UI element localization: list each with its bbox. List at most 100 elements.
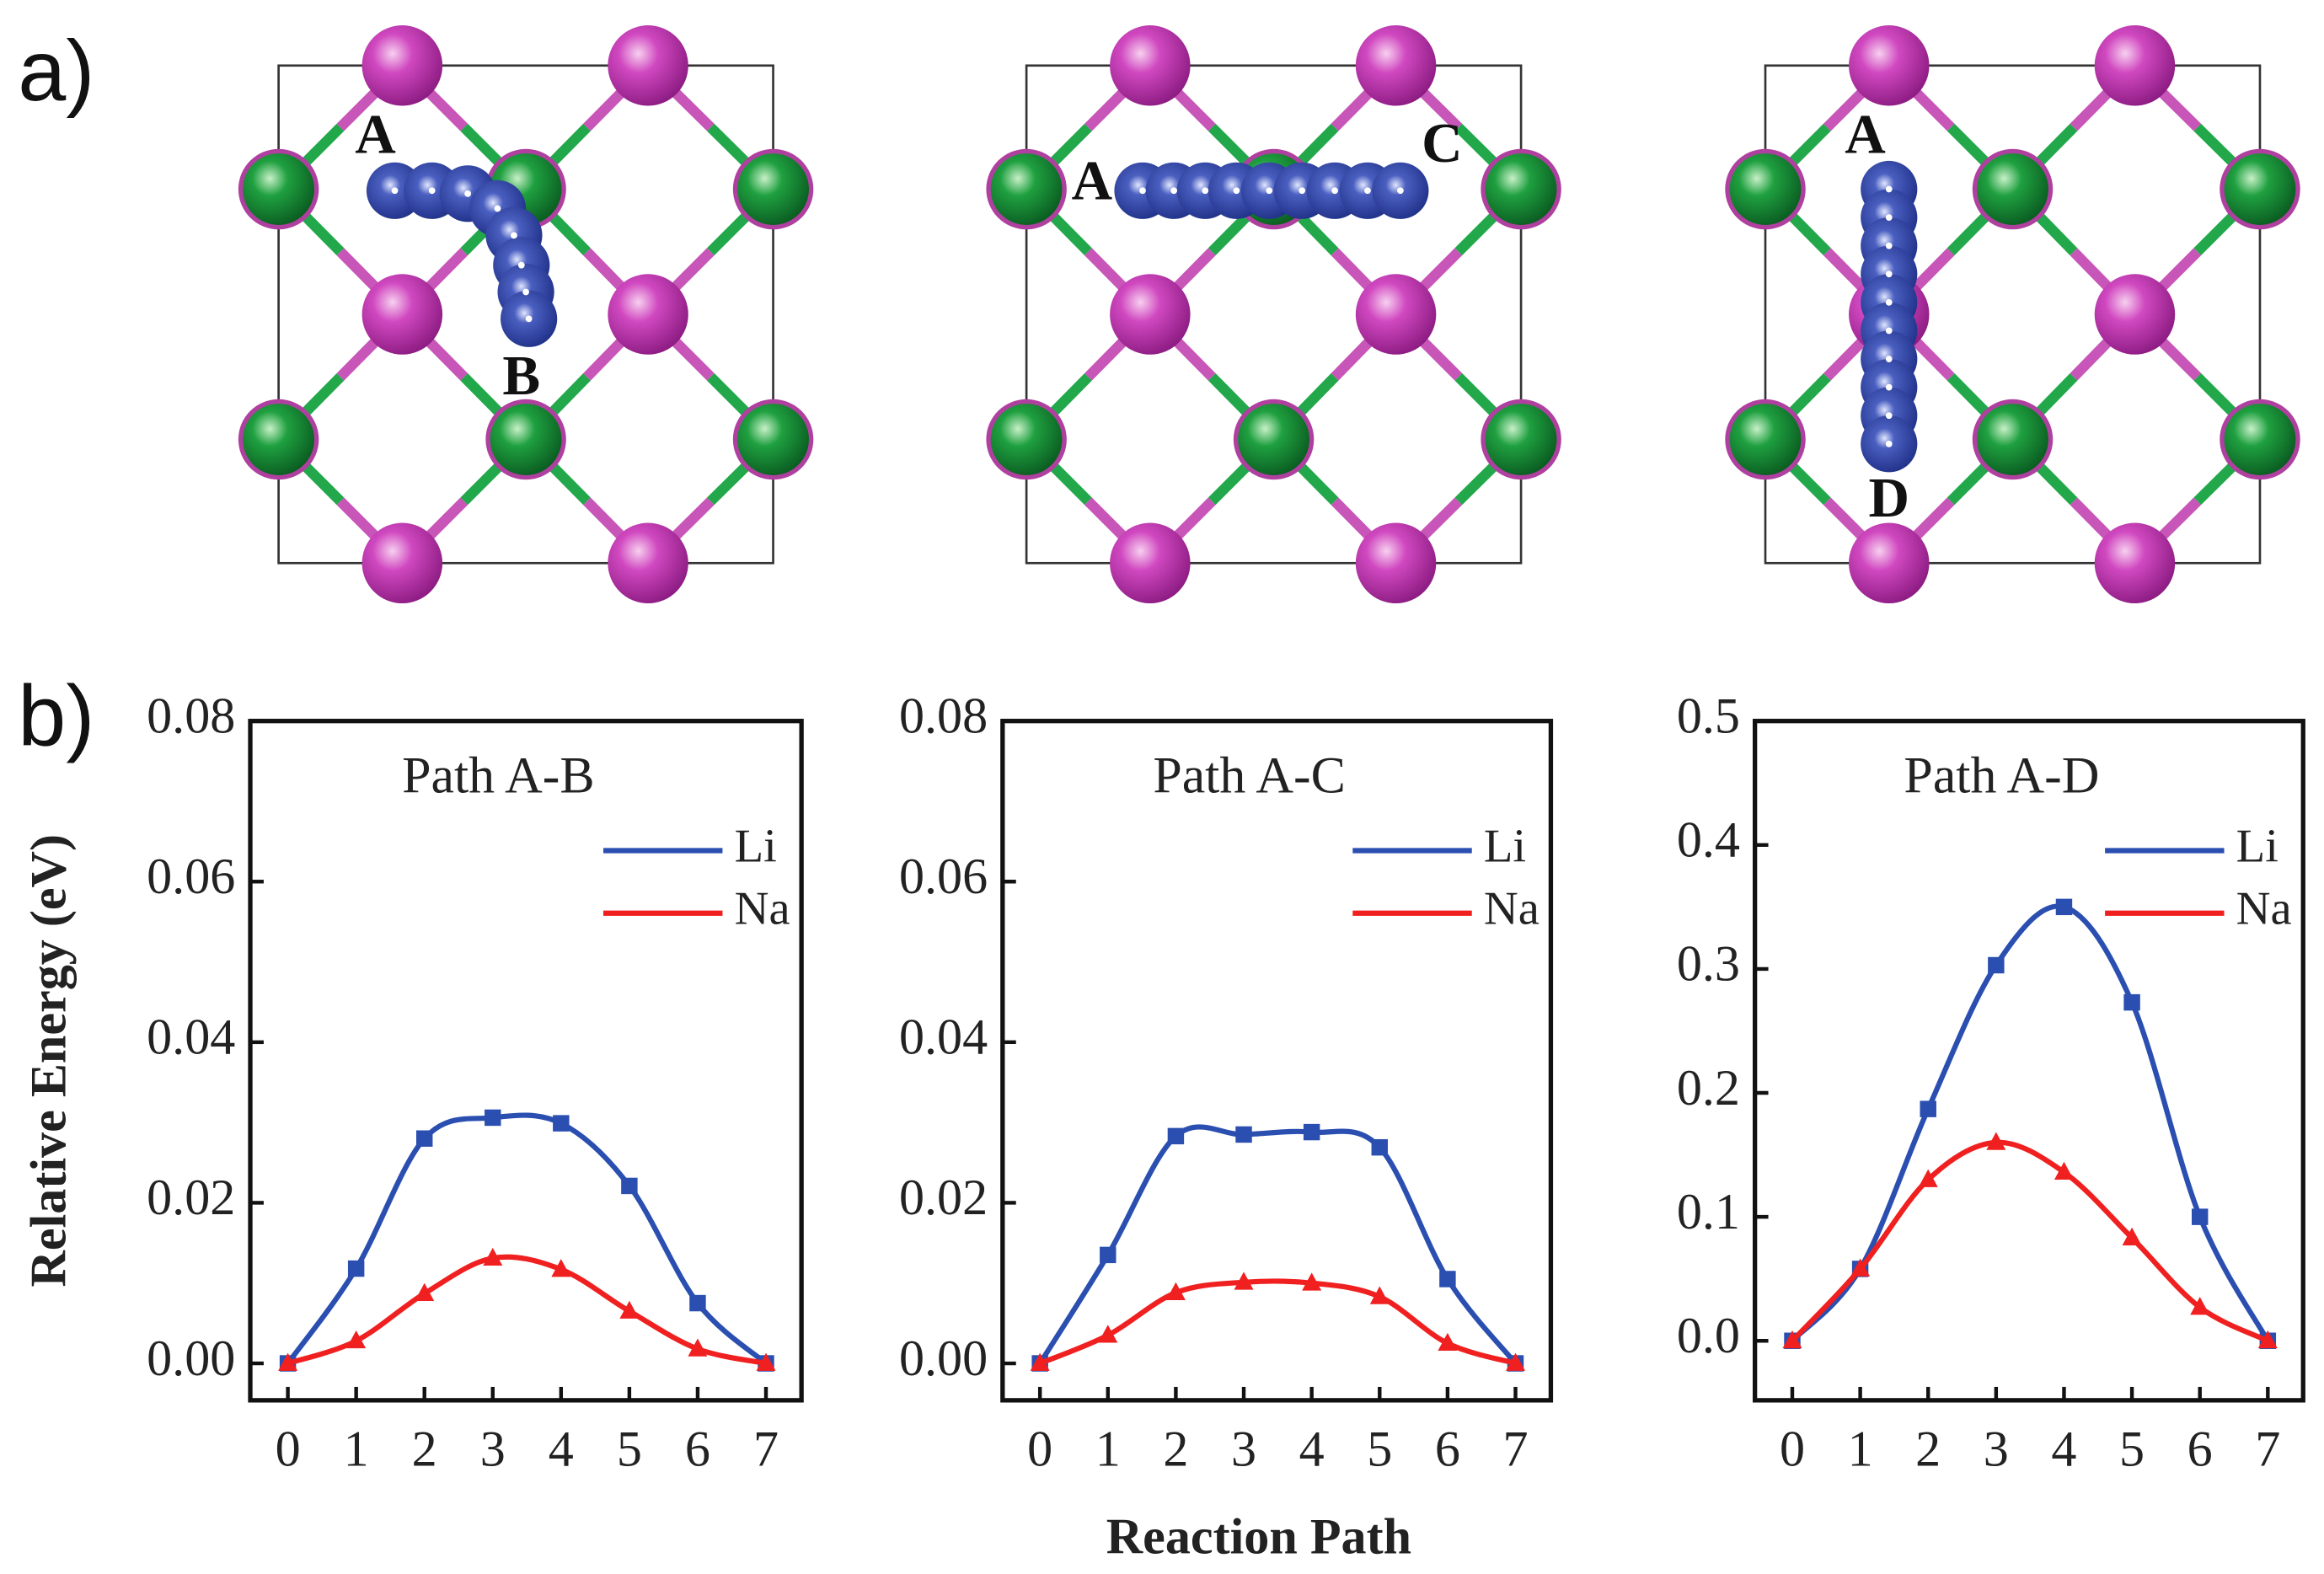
x-tick-label: 2	[1163, 1421, 1188, 1477]
marker	[689, 1294, 706, 1312]
marker	[621, 1177, 638, 1195]
atom	[1355, 274, 1437, 355]
ion-highlight	[522, 288, 529, 296]
plot-frame	[248, 719, 804, 1403]
x-tick-label: 3	[480, 1421, 506, 1477]
structure: AC	[986, 25, 1561, 604]
plot-frame	[1000, 719, 1554, 1403]
y-tick-label: 0.06	[899, 849, 988, 905]
ion-highlight	[494, 205, 501, 212]
y-tick-label: 0.00	[147, 1330, 235, 1387]
atom	[737, 404, 809, 475]
series-line	[1038, 1278, 1517, 1367]
y-tick-label: 0.00	[899, 1330, 988, 1387]
x-tick-label: 7	[1502, 1421, 1528, 1477]
atom	[1355, 522, 1437, 604]
y-tick-label: 0.04	[147, 1009, 235, 1066]
marker	[278, 1352, 298, 1371]
atom	[243, 153, 315, 225]
x-tick-label: 6	[2187, 1421, 2213, 1477]
cell-box	[1764, 64, 2262, 565]
chart-title: Path A-B	[402, 747, 595, 805]
y-tick-label: 0.0	[1677, 1308, 1740, 1364]
x-tick-label: 1	[344, 1421, 369, 1477]
chart-title: Path A-C	[1153, 747, 1346, 805]
x-tick-label: 5	[1367, 1421, 1392, 1477]
ion-highlight	[1885, 299, 1893, 306]
marker	[347, 1260, 365, 1277]
atom	[1485, 153, 1557, 225]
y-tick-label: 0.1	[1677, 1184, 1740, 1240]
marker	[688, 1338, 708, 1357]
atom	[1238, 404, 1310, 475]
ion-highlight	[1885, 185, 1893, 193]
x-tick-label: 0	[276, 1421, 301, 1477]
ion-highlight	[1885, 440, 1893, 447]
marker	[1920, 1100, 1936, 1117]
y-tick-label: 0.04	[899, 1009, 988, 1066]
marker	[1165, 1282, 1186, 1301]
y-tick-label: 0.2	[1677, 1060, 1740, 1116]
marker	[1438, 1332, 1458, 1352]
structure: AD	[1725, 25, 2300, 604]
chart-title: Path A-D	[1904, 747, 2099, 805]
marker	[1234, 1272, 1254, 1290]
chart: 0.00 0.02 0.04 0.06 0.08 0 1 2 3 4 5 6 7 Path A-B Li Na	[147, 688, 804, 1477]
x-tick-label: 7	[753, 1421, 779, 1477]
marker	[1167, 1127, 1185, 1145]
atom	[243, 404, 315, 475]
y-tick-label: 0.3	[1677, 936, 1740, 993]
marker	[2055, 898, 2073, 916]
atom	[737, 153, 809, 225]
ion-highlight	[1364, 187, 1371, 195]
ion-highlight	[1233, 187, 1240, 195]
y-axis-label: Relative Energy (eV)	[20, 834, 77, 1287]
atom	[1849, 25, 1930, 106]
site-label: D	[1869, 466, 1910, 529]
ion-highlight	[1885, 356, 1893, 362]
ion-highlight	[1885, 412, 1893, 420]
site-label: B	[502, 344, 540, 407]
ion-highlight	[1885, 270, 1893, 278]
atom	[1110, 522, 1191, 604]
ion-highlight	[1202, 187, 1209, 195]
marker	[2122, 1227, 2142, 1245]
marker	[1506, 1352, 1526, 1371]
atom	[2224, 404, 2296, 475]
ion-highlight	[1266, 187, 1273, 195]
ion-highlight	[1885, 327, 1893, 335]
ion-highlight	[1885, 242, 1893, 249]
marker	[756, 1352, 776, 1371]
cell-box	[1025, 64, 1523, 565]
y-tick-label: 0.06	[147, 849, 235, 905]
marker	[1235, 1126, 1252, 1143]
ion-highlight	[464, 190, 472, 197]
marker	[1988, 956, 2005, 974]
ion-highlight	[1299, 187, 1306, 195]
chart: 0.0 0.1 0.2 0.3 0.4 0.5 0 1 2 3 4 5 6 7 Path A-D Li Na	[1677, 688, 2305, 1477]
marker	[1918, 1169, 1938, 1187]
x-tick-label: 0	[1780, 1421, 1805, 1477]
x-tick-label: 7	[2255, 1421, 2280, 1477]
marker	[415, 1130, 433, 1147]
ion-highlight	[1139, 187, 1146, 195]
marker	[1371, 1138, 1388, 1156]
structure: AB	[238, 25, 814, 604]
series-line	[1037, 1124, 1518, 1365]
site-label: A	[355, 103, 396, 166]
atom	[1110, 274, 1191, 355]
plot-frame	[1752, 719, 2305, 1403]
x-tick-label: 4	[1299, 1421, 1325, 1477]
marker	[619, 1300, 640, 1319]
x-tick-label: 6	[1435, 1421, 1460, 1477]
x-tick-label: 3	[1984, 1421, 2009, 1477]
atom	[608, 274, 688, 355]
marker	[2054, 1161, 2074, 1180]
legend-label: Na	[735, 883, 790, 935]
y-tick-label: 0.02	[899, 1170, 988, 1226]
x-tick-label: 1	[1848, 1421, 1873, 1477]
chart: 0.00 0.02 0.04 0.06 0.08 0 1 2 3 4 5 6 7 Path A-C Li Na	[899, 688, 1554, 1477]
atom	[1977, 153, 2048, 225]
